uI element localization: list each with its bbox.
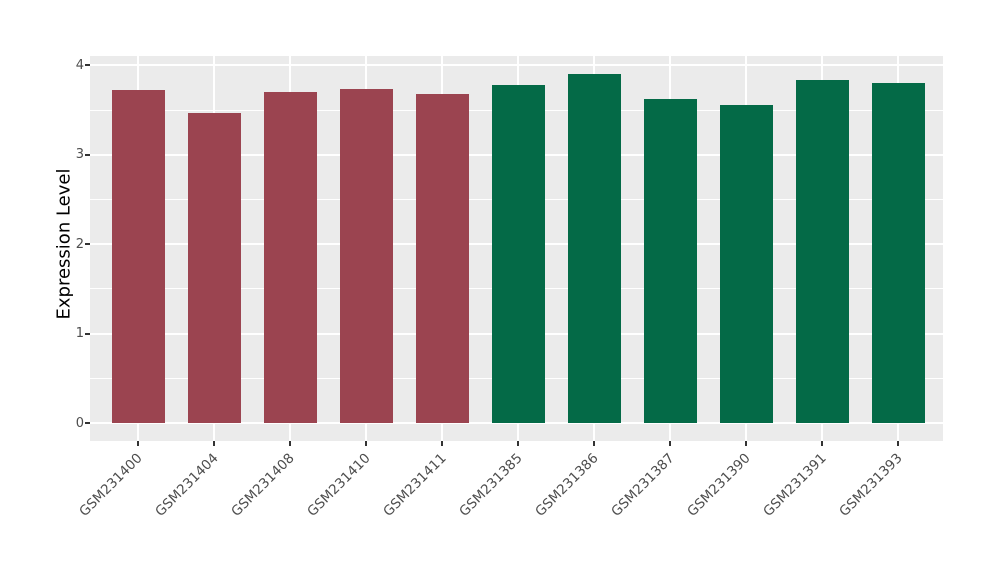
bar-GSM231393 — [871, 83, 925, 423]
x-tick-mark — [137, 441, 139, 446]
x-tick-mark — [897, 441, 899, 446]
bar-GSM231411 — [415, 94, 469, 423]
y-tick-mark — [85, 422, 90, 424]
x-tick-mark — [517, 441, 519, 446]
x-tick-label: GSM231400 — [76, 450, 146, 520]
bar-GSM231410 — [339, 88, 393, 423]
y-tick-mark — [85, 153, 90, 156]
bar-GSM231400 — [111, 90, 165, 423]
bar-GSM231387 — [643, 99, 697, 423]
y-tick-label: 1 — [75, 326, 84, 342]
y-tick-label: 2 — [75, 236, 84, 252]
y-tick-label: 3 — [75, 147, 84, 163]
x-tick-mark — [365, 441, 367, 446]
gridline-major — [90, 422, 943, 424]
x-tick-mark — [213, 441, 215, 446]
bar-GSM231385 — [491, 85, 545, 423]
bar-GSM231390 — [719, 104, 773, 423]
y-tick-mark — [85, 64, 90, 67]
bar-GSM231408 — [263, 92, 317, 423]
bar-GSM231386 — [567, 74, 621, 423]
y-tick-mark — [85, 243, 90, 246]
bar-GSM231391 — [795, 79, 849, 423]
gridline-major — [90, 64, 943, 67]
x-tick-mark — [745, 441, 747, 446]
x-tick-mark — [669, 441, 671, 446]
x-tick-mark — [441, 441, 443, 446]
y-tick-label: 0 — [75, 415, 84, 431]
y-tick-label: 4 — [75, 57, 84, 73]
x-tick-mark — [289, 441, 291, 446]
x-tick-mark — [821, 441, 823, 446]
y-tick-mark — [85, 332, 90, 335]
plot-panel — [90, 56, 943, 441]
bar-GSM231404 — [187, 112, 241, 423]
x-tick-mark — [593, 441, 595, 446]
